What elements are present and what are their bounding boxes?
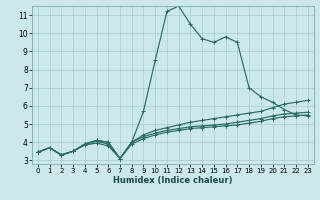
X-axis label: Humidex (Indice chaleur): Humidex (Indice chaleur) <box>113 176 233 185</box>
